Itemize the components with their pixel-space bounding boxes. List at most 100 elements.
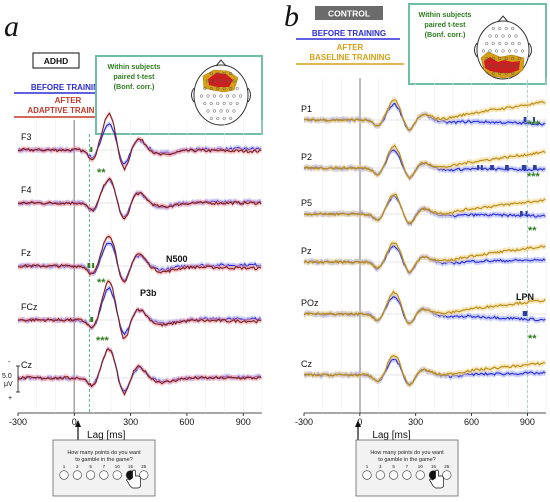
electrode-dot: [225, 79, 230, 83]
electrode-dot: [216, 86, 220, 91]
electrode-dot: [488, 34, 492, 38]
stimulus-arrow-head: [355, 420, 361, 427]
stimulus-option-label: 3: [76, 464, 79, 469]
control-group-box: [315, 6, 383, 20]
significance-marker-a-FCz: [90, 317, 94, 322]
ci-band-after-b-P5: [304, 191, 546, 227]
electrode-dot: [209, 101, 213, 106]
stimulus-option-label: 5: [392, 464, 395, 469]
electrode-dot: [520, 49, 525, 53]
waveform-after-b-P2: [303, 144, 546, 180]
stimulus-option-label: 10: [418, 464, 424, 469]
annotation-a-P3b: P3b: [140, 288, 157, 298]
x-tick-label-a: 300: [123, 417, 138, 427]
electrode-dot: [501, 34, 505, 38]
electrode-dot: [229, 86, 233, 91]
channel-label-b-Cz: Cz: [301, 359, 312, 369]
waveform-after-b-Cz: [303, 354, 546, 387]
electrode-dot: [209, 71, 213, 76]
waveform-before-a-Fz: [17, 242, 262, 282]
electrode-dot: [229, 116, 233, 121]
channel-label-a-FCz: FCz: [21, 302, 38, 312]
stimulus-option: [72, 470, 82, 480]
stimulus-option-label: 7: [103, 464, 106, 469]
stimulus-option-label: 3: [379, 464, 382, 469]
stimulus-option-label: 5: [89, 464, 92, 469]
electrode-dot: [212, 109, 217, 113]
electrode-dot: [222, 116, 226, 121]
x-tick-label-b: 300: [408, 417, 423, 427]
stimulus-option-label: 15: [431, 464, 437, 469]
electrode-dot: [235, 86, 239, 91]
stimulus-option-label: 15: [128, 464, 134, 469]
panel-b-letter: b: [284, 0, 299, 33]
electrode-dot: [225, 94, 230, 98]
stimulus-option: [402, 470, 412, 480]
waveform-after-b-POz: [303, 290, 546, 325]
stimulus-option-label: 25: [444, 464, 450, 469]
ci-band-after-a-Cz: [18, 346, 262, 398]
electrode-dot: [225, 109, 230, 113]
electrode-dot: [504, 71, 508, 76]
stimulus-option: [442, 470, 452, 480]
ci-band-after-a-Fz: [18, 234, 262, 285]
stimulus-option: [85, 470, 96, 480]
electrode-dot: [488, 49, 492, 53]
electrode-dot: [498, 26, 502, 31]
electrode-dot: [488, 64, 492, 68]
legend-before-a: BEFORE TRAINING: [31, 83, 105, 92]
x-tick-label-a: 600: [179, 417, 194, 427]
electrode-dot: [229, 71, 233, 76]
electrode-dot: [209, 86, 213, 91]
x-tick-label-a: -300: [9, 417, 27, 427]
inset-text-b-3: (Bonf. corr.): [425, 30, 466, 39]
waveform-after-a-F4: [17, 177, 262, 220]
electrode-dot: [203, 101, 207, 106]
electrode-dot: [235, 101, 239, 106]
legend-after-a-1: AFTER: [55, 96, 82, 105]
electrode-dot: [507, 49, 512, 53]
ci-band-before-a-Fz: [18, 240, 262, 284]
ci-band-after-a-F4: [18, 175, 262, 222]
electrode-dot: [491, 71, 495, 76]
electrode-dot: [491, 26, 495, 31]
stimulus-option: [112, 470, 122, 480]
electrode-dot: [206, 79, 210, 83]
significance-marker-b-P2: [477, 165, 480, 170]
electrode-dot: [517, 41, 521, 46]
significance-marker-a-F3: [90, 147, 93, 152]
stimulus-option-label: 1: [366, 464, 369, 469]
stimulus-option-label: 1: [63, 464, 66, 469]
ci-band-after-a-F3: [18, 110, 262, 173]
ci-band-after-b-Cz: [304, 352, 546, 389]
significance-marker-b-P2: [505, 165, 509, 170]
stimulus-arrow-head: [75, 420, 81, 427]
electrode-dot: [514, 34, 518, 38]
ci-band-after-b-P2: [304, 142, 546, 182]
electrode-dot: [238, 94, 243, 98]
hand-cursor-icon: [126, 469, 141, 489]
legend-after-b-2: BASELINE TRAINING: [309, 53, 390, 62]
electrode-dot: [216, 101, 220, 106]
electrode-dot: [491, 41, 495, 46]
electrode-dot: [501, 64, 505, 68]
stimulus-option: [362, 470, 372, 480]
annotation-a-N500: N500: [166, 254, 188, 264]
electrode-dot: [212, 79, 217, 83]
waveform-after-b-P5: [303, 193, 546, 225]
ci-band-before-a-Cz: [18, 346, 262, 394]
channel-label-b-P5: P5: [301, 198, 312, 208]
stimulus-option-label: 25: [141, 464, 147, 469]
stimulus-option-label: 7: [406, 464, 409, 469]
electrode-dot: [511, 26, 515, 31]
electrode-dot: [494, 34, 499, 38]
waveform-before-a-F4: [17, 179, 262, 218]
scale-bar-value: 5.0: [2, 373, 12, 380]
significance-stars-a-Fz: **: [97, 277, 106, 289]
x-tick-label-a: 900: [236, 417, 251, 427]
significance-marker-b-P2: [490, 165, 494, 170]
inset-text-b-2: paired t-test: [424, 20, 466, 29]
